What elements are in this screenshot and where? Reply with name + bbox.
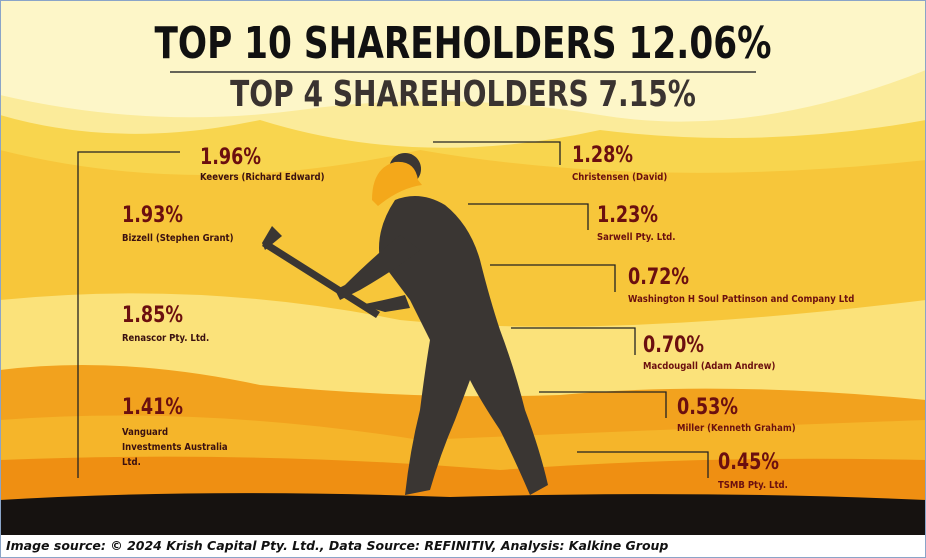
subtitle: TOP 4 SHAREHOLDERS 7.15% [230,74,696,115]
shareholder-percent: 1.96% [200,145,262,170]
shareholder-percent: 1.85% [122,303,184,328]
shareholder-percent: 1.23% [597,203,659,228]
shareholder-percent: 1.93% [122,203,184,228]
shareholder-percent: 1.41% [122,395,184,420]
miner-silhouette [262,153,548,495]
shareholder-percent: 1.28% [572,143,634,168]
shareholder-name: Bizzell (Stephen Grant) [122,233,234,244]
shareholder-percent: 0.70% [643,333,705,358]
shareholder-name: Renascor Pty. Ltd. [122,333,210,344]
shareholder-name: Christensen (David) [572,172,668,183]
helmet [372,161,422,206]
shareholder-name: Washington H Soul Pattinson and Company … [628,294,855,305]
shareholder-percent: 0.72% [628,265,690,290]
shareholder-percent: 0.53% [677,395,739,420]
shareholder-name: Miller (Kenneth Graham) [677,423,796,434]
title: TOP 10 SHAREHOLDERS 12.06% [154,18,772,69]
shareholder-name: Sarwell Pty. Ltd. [597,232,676,243]
shareholder-name: Macdougall (Adam Andrew) [643,361,776,372]
ground [0,493,926,535]
source: Image source: © 2024 Krish Capital Pty. … [6,538,669,553]
leader-lines [77,141,709,478]
shareholder-name: Vanguard Investments Australia Ltd. [122,427,228,468]
shareholder-name: Keevers (Richard Edward) [200,172,325,183]
shareholder-percent: 0.45% [718,450,780,475]
shareholder-name: TSMB Pty. Ltd. [718,480,788,491]
